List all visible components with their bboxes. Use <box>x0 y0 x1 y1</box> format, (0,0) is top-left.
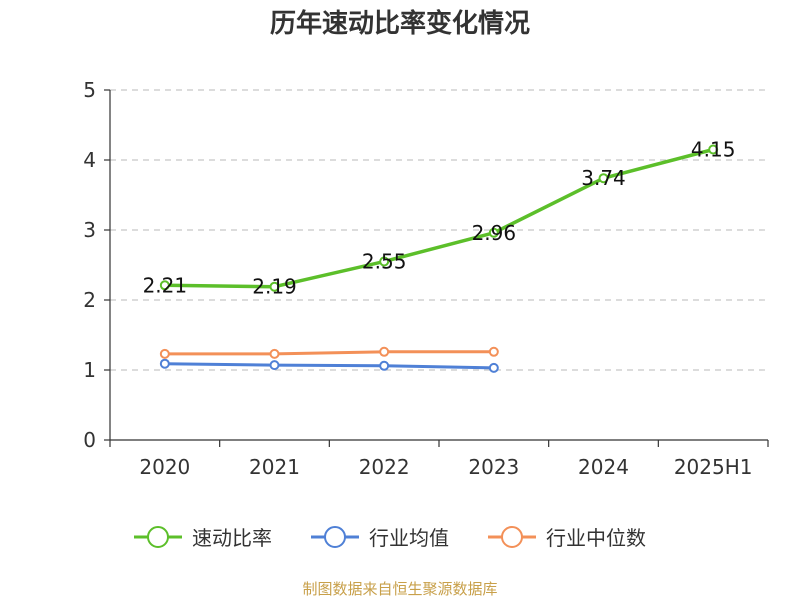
x-tick-label: 2020 <box>139 455 190 479</box>
source-note: 制图数据来自恒生聚源数据库 <box>302 580 497 598</box>
data-point <box>379 346 390 357</box>
legend-label: 行业均值 <box>369 526 449 550</box>
data-point <box>379 360 390 371</box>
legend-item-1: 速动比率 <box>134 526 272 550</box>
series-layer <box>159 144 719 373</box>
data-label: 2.19 <box>252 275 297 299</box>
chart-title: 历年速动比率变化情况 <box>270 8 530 39</box>
legend-item-2: 行业均值 <box>311 526 449 550</box>
data-point <box>708 144 719 155</box>
data-point <box>488 362 499 373</box>
legend-marker <box>147 526 169 548</box>
data-label: 3.74 <box>581 166 626 190</box>
legend-marker <box>324 526 346 548</box>
y-tick-label: 1 <box>83 358 96 382</box>
data-point <box>269 360 280 371</box>
y-tick-label: 5 <box>83 78 96 102</box>
legend-marker <box>501 526 523 548</box>
data-label: 2.21 <box>143 273 188 297</box>
data-point <box>488 227 499 238</box>
x-tick-label: 2022 <box>359 455 410 479</box>
data-label: 2.96 <box>472 221 517 245</box>
data-label: 2.55 <box>362 250 407 274</box>
data-point <box>159 358 170 369</box>
data-point <box>379 256 390 267</box>
x-tick-label: 2021 <box>249 455 300 479</box>
data-label: 4.15 <box>691 138 736 162</box>
data-point <box>269 348 280 359</box>
x-tick-label: 2024 <box>578 455 629 479</box>
series-line-1 <box>164 147 714 289</box>
legend-label: 行业中位数 <box>546 526 646 550</box>
y-tick-label: 3 <box>83 218 96 242</box>
grid-lines <box>110 89 768 371</box>
data-point <box>159 280 170 291</box>
data-point <box>159 348 170 359</box>
legend-label: 速动比率 <box>192 526 272 550</box>
axes: 0 1 2 3 4 5 2020 2021 2022 2023 2024 2025H1 <box>83 78 769 479</box>
y-tick-label: 2 <box>83 288 96 312</box>
data-point <box>488 346 499 357</box>
data-point <box>269 281 280 292</box>
series-line-3 <box>164 350 494 356</box>
y-tick-label: 0 <box>83 428 96 452</box>
data-labels: 2.21 2.19 2.55 2.96 3.74 4.15 <box>143 138 736 299</box>
data-point <box>598 173 609 184</box>
x-tick-label: 2023 <box>468 455 519 479</box>
x-tick-label: 2025H1 <box>674 455 753 479</box>
legend-item-3: 行业中位数 <box>488 526 646 550</box>
legend: 速动比率 行业均值 行业中位数 <box>134 526 646 550</box>
y-tick-label: 4 <box>83 148 96 172</box>
series-line-2 <box>164 362 494 370</box>
